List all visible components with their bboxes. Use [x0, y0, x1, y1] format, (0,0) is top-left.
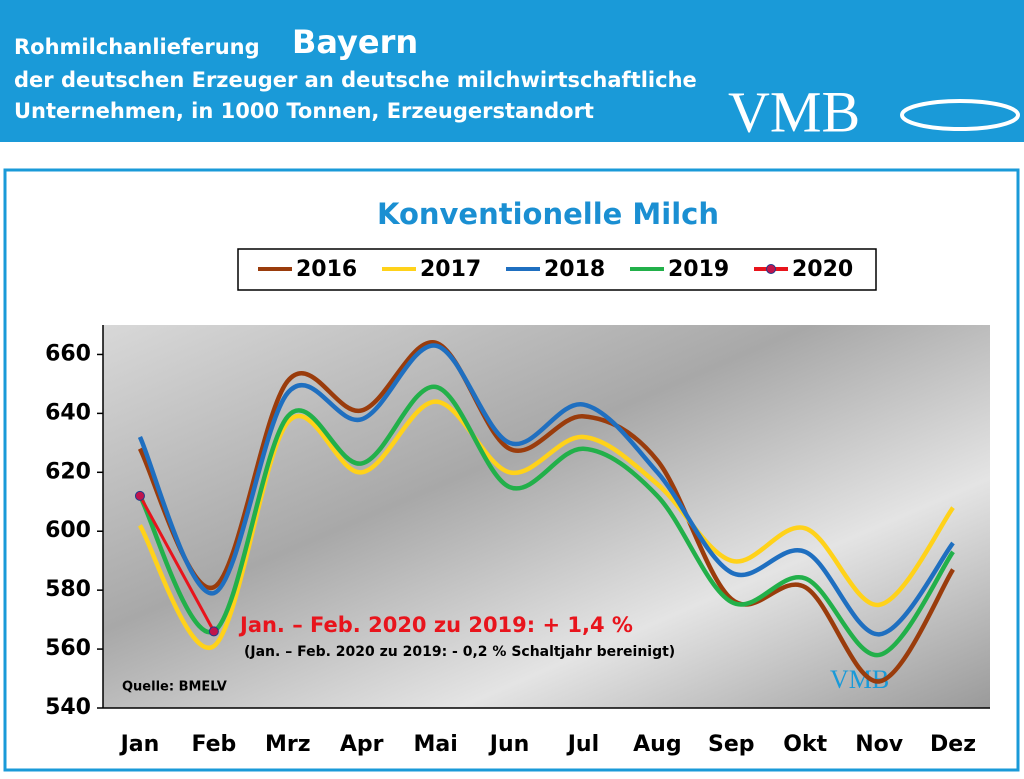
line-series: [137, 340, 955, 684]
annotation: Jan. – Feb. 2020 zu 2019: + 1,4 %: [238, 613, 633, 637]
source: Quelle: BMELV: [122, 680, 227, 695]
header-region: Bayern: [292, 23, 418, 61]
x-tick-label: Jan: [119, 732, 160, 757]
header-title: Rohmilchanlieferung: [14, 35, 260, 59]
legend-label: 2020: [792, 257, 853, 282]
line-series: [138, 495, 216, 633]
x-tick-label: Dez: [930, 732, 976, 757]
y-tick-label: 620: [45, 459, 91, 484]
y-tick-label: 540: [45, 695, 91, 720]
legend-label: 2019: [668, 257, 729, 282]
y-tick-label: 580: [45, 577, 91, 602]
x-tick-label: Mai: [413, 732, 457, 757]
legend-label: 2018: [544, 257, 605, 282]
legend-label: 2017: [420, 257, 481, 282]
chart-title: Konventionelle Milch: [377, 197, 719, 231]
x-tick-label: Jul: [566, 732, 599, 757]
header-line: der deutschen Erzeuger an deutsche milch…: [14, 68, 697, 92]
logo: VMB: [728, 79, 860, 144]
y-tick-label: 640: [45, 400, 91, 425]
point: [134, 490, 145, 501]
plot: 540 560 580 600 620 640 660 Jan Feb Mrz Apr Mai Jun J…: [45, 257, 990, 757]
line-series: [137, 343, 955, 637]
y-tick-label: 560: [45, 636, 91, 661]
legend-label: 2016: [296, 257, 357, 282]
y-tick-label: 660: [45, 341, 91, 366]
logo-swoosh: [900, 99, 1020, 131]
legend-marker: [766, 264, 776, 274]
x-tick-label: Jun: [488, 732, 530, 757]
x-tick-label: Okt: [783, 732, 827, 757]
y-tick-label: 600: [45, 518, 91, 543]
annotation: (Jan. – Feb. 2020 zu 2019: - 0,2 % Schal…: [244, 644, 675, 660]
x-tick-label: Mrz: [265, 732, 311, 757]
point: [208, 626, 219, 637]
header-band: [0, 0, 1024, 142]
x-tick-label: Apr: [340, 732, 384, 757]
x-tick-label: Feb: [191, 732, 236, 757]
line-series: [137, 384, 955, 658]
x-tick-label: Nov: [855, 732, 904, 757]
header-line: Unternehmen, in 1000 Tonnen, Erzeugersta…: [14, 99, 594, 123]
x-tick-label: Aug: [633, 732, 681, 757]
x-tick-label: Sep: [708, 732, 755, 757]
